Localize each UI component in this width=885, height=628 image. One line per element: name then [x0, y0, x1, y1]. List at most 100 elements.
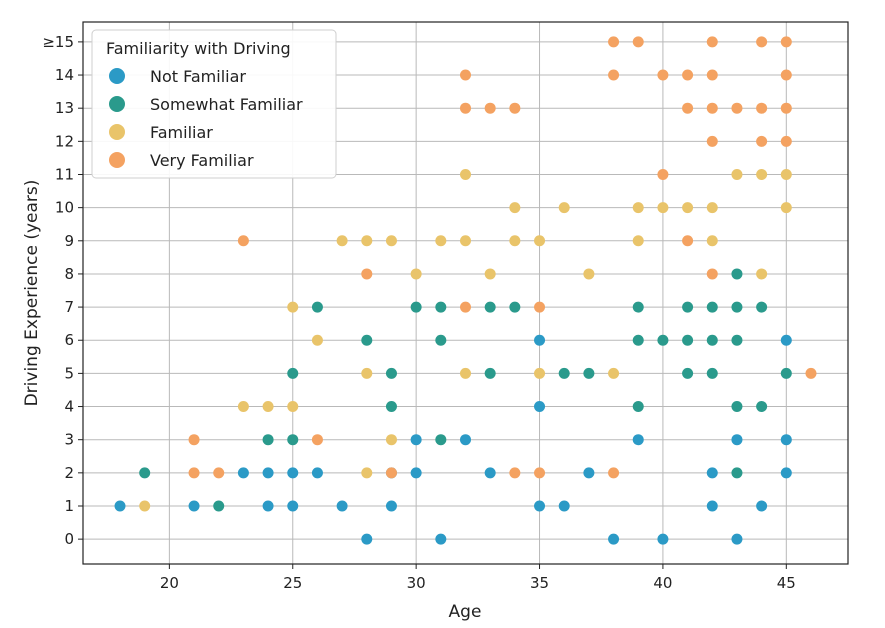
point-familiar	[706, 235, 718, 247]
legend-label-not-familiar: Not Familiar	[150, 67, 246, 86]
x-tick-label: 35	[530, 574, 549, 592]
data-points	[114, 36, 817, 545]
point-somewhat-familiar	[435, 434, 447, 446]
x-tick-label: 30	[407, 574, 426, 592]
point-somewhat-familiar	[484, 367, 496, 379]
point-very-familiar	[682, 102, 694, 114]
point-very-familiar	[682, 69, 694, 81]
point-somewhat-familiar	[706, 301, 718, 313]
point-somewhat-familiar	[583, 367, 595, 379]
point-not-familiar	[731, 434, 743, 446]
point-very-familiar	[706, 36, 718, 48]
point-not-familiar	[583, 467, 595, 479]
legend-marker-very-familiar	[109, 152, 125, 168]
point-familiar	[287, 301, 299, 313]
point-very-familiar	[361, 268, 373, 280]
point-familiar	[509, 235, 521, 247]
y-tick-label: 11	[55, 165, 74, 183]
point-not-familiar	[262, 500, 274, 512]
point-not-familiar	[237, 467, 249, 479]
point-familiar	[780, 168, 792, 180]
point-familiar	[608, 367, 620, 379]
point-somewhat-familiar	[731, 401, 743, 413]
point-very-familiar	[534, 301, 546, 313]
point-not-familiar	[706, 467, 718, 479]
point-very-familiar	[756, 135, 768, 147]
legend-label-very-familiar: Very Familiar	[150, 151, 254, 170]
point-familiar	[287, 401, 299, 413]
point-very-familiar	[237, 235, 249, 247]
point-somewhat-familiar	[756, 301, 768, 313]
point-very-familiar	[311, 434, 323, 446]
point-familiar	[237, 401, 249, 413]
point-not-familiar	[460, 434, 471, 446]
point-very-familiar	[706, 268, 718, 280]
point-very-familiar	[534, 467, 546, 479]
point-not-familiar	[608, 533, 620, 545]
point-not-familiar	[188, 500, 200, 512]
point-very-familiar	[756, 36, 768, 48]
point-somewhat-familiar	[632, 334, 644, 346]
point-familiar	[756, 168, 768, 180]
point-not-familiar	[534, 401, 546, 413]
point-not-familiar	[534, 334, 546, 346]
point-somewhat-familiar	[435, 334, 447, 346]
point-very-familiar	[706, 102, 718, 114]
point-very-familiar	[682, 235, 694, 247]
y-tick-label: 6	[64, 331, 74, 349]
point-somewhat-familiar	[361, 334, 373, 346]
point-familiar	[509, 202, 521, 214]
point-familiar	[682, 202, 694, 214]
point-not-familiar	[731, 533, 743, 545]
point-somewhat-familiar	[213, 500, 225, 512]
point-familiar	[731, 168, 743, 180]
point-very-familiar	[780, 102, 792, 114]
y-axis-label: Driving Experience (years)	[22, 180, 42, 407]
point-familiar	[361, 235, 373, 247]
point-very-familiar	[632, 36, 644, 48]
point-familiar	[460, 367, 471, 379]
point-very-familiar	[484, 102, 496, 114]
point-not-familiar	[262, 467, 274, 479]
y-tick-label: 3	[64, 431, 74, 449]
legend: Familiarity with Driving Not Familiar So…	[91, 29, 337, 179]
y-tick-label: 12	[55, 132, 74, 150]
point-familiar	[139, 500, 151, 512]
point-somewhat-familiar	[410, 301, 422, 313]
point-somewhat-familiar	[385, 367, 397, 379]
point-somewhat-familiar	[657, 334, 669, 346]
plot-area-frame	[82, 21, 849, 565]
point-familiar	[706, 202, 718, 214]
point-somewhat-familiar	[780, 367, 792, 379]
point-very-familiar	[706, 135, 718, 147]
point-somewhat-familiar	[682, 367, 694, 379]
legend-title: Familiarity with Driving	[106, 39, 291, 58]
point-very-familiar	[460, 102, 471, 114]
point-not-familiar	[336, 500, 348, 512]
point-very-familiar	[657, 69, 669, 81]
point-familiar	[484, 268, 496, 280]
x-tick-label: 45	[777, 574, 796, 592]
point-familiar	[435, 235, 447, 247]
y-tick-label: 5	[64, 364, 74, 382]
y-tick-label: 14	[55, 66, 74, 84]
y-tick-label: 0	[64, 530, 74, 548]
point-somewhat-familiar	[682, 301, 694, 313]
point-somewhat-familiar	[311, 301, 323, 313]
point-not-familiar	[114, 500, 126, 512]
point-very-familiar	[385, 467, 397, 479]
point-very-familiar	[608, 69, 620, 81]
point-very-familiar	[213, 467, 225, 479]
point-somewhat-familiar	[385, 401, 397, 413]
point-very-familiar	[188, 434, 200, 446]
legend-marker-familiar	[109, 124, 125, 140]
point-not-familiar	[410, 467, 422, 479]
y-tick-label: 4	[64, 398, 74, 416]
point-not-familiar	[484, 467, 496, 479]
point-familiar	[534, 235, 546, 247]
y-tick-label: 1	[64, 497, 74, 515]
point-not-familiar	[632, 434, 644, 446]
point-very-familiar	[756, 102, 768, 114]
point-somewhat-familiar	[509, 301, 521, 313]
point-familiar	[632, 202, 644, 214]
